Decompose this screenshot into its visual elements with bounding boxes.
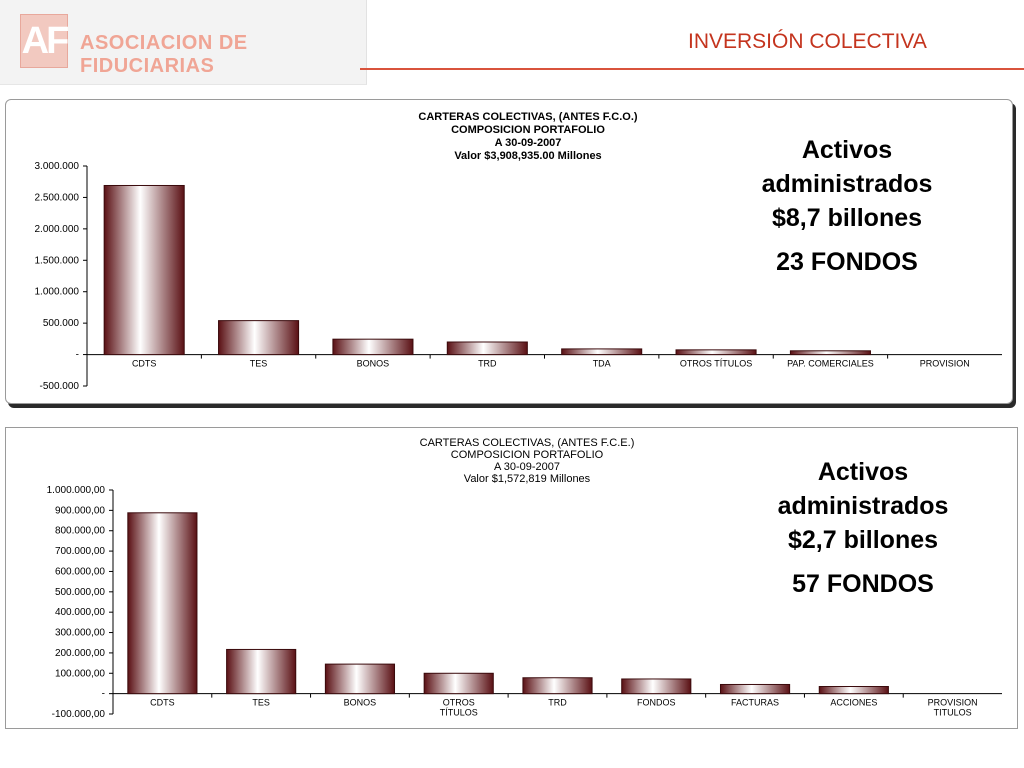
y-tick-label: 1.500.000	[35, 255, 80, 266]
assets-note-line2: administrados	[777, 492, 949, 520]
x-tick-label: PROVISION	[920, 359, 970, 369]
x-tick-label: OTROS	[443, 698, 475, 708]
bar	[446, 341, 528, 356]
chart-title-line: Valor $1,572,819 Millones	[464, 473, 591, 485]
y-tick-label: 2.500.000	[35, 192, 80, 203]
x-tick-label: PAP. COMERCIALES	[787, 359, 874, 369]
y-tick-label: 900.000,00	[55, 505, 105, 516]
x-tick-label: ACCIONES	[830, 698, 877, 708]
y-tick-label: 3.000.000	[35, 161, 80, 172]
x-tick-label: FONDOS	[637, 698, 676, 708]
funds-count: 23 FONDOS	[776, 248, 918, 276]
assets-note-fco: Activos administrados $8,7 billones 23 F…	[737, 133, 957, 279]
y-tick-label: -	[76, 350, 79, 361]
chart-title-line: CARTERAS COLECTIVAS, (ANTES F.C.O.)	[418, 111, 638, 123]
assets-note-amount: $2,7 billones	[787, 526, 939, 554]
y-tick-label: 200.000,00	[55, 648, 105, 659]
x-tick-label: TRD	[478, 359, 497, 369]
chart-title-line: A 30-09-2007	[495, 137, 562, 149]
y-tick-label: -500.000	[40, 381, 80, 392]
chart-title-line: A 30-09-2007	[494, 461, 560, 473]
y-tick-label: 500.000	[43, 318, 80, 329]
logo: AF ASOCIACION DE FIDUCIARIAS	[0, 0, 367, 85]
chart-panel-fce: CARTERAS COLECTIVAS, (ANTES F.C.E.) COMPO…	[5, 427, 1018, 729]
bar	[789, 350, 871, 356]
logo-mark: AF	[20, 14, 69, 68]
chart-title: CARTERAS COLECTIVAS, (ANTES F.C.E.)COMPO…	[420, 437, 635, 485]
funds-count: 57 FONDOS	[792, 570, 934, 598]
bar	[719, 683, 791, 695]
y-tick-label: 300.000,00	[55, 628, 105, 639]
bar	[218, 320, 300, 356]
header-divider	[360, 68, 1024, 70]
y-tick-label: 800.000,00	[55, 526, 105, 537]
chart-title-line: CARTERAS COLECTIVAS, (ANTES F.C.E.)	[420, 437, 635, 449]
bar	[621, 678, 692, 695]
y-tick-label: 100.000,00	[55, 668, 105, 679]
assets-note-line1: Activos	[817, 458, 909, 486]
bar	[103, 184, 185, 356]
y-tick-label: 700.000,00	[55, 546, 105, 557]
y-tick-label: 2.000.000	[35, 224, 80, 235]
y-tick-label: 1.000.000,00	[47, 485, 106, 496]
x-tick-label: BONOS	[357, 359, 390, 369]
x-tick-label: BONOS	[344, 698, 377, 708]
page-title: INVERSIÓN COLECTIVA	[688, 30, 927, 53]
bar	[675, 349, 757, 356]
x-tick-label: FACTURAS	[731, 698, 779, 708]
x-tick-label: CDTS	[132, 359, 157, 369]
y-tick-label: -	[102, 689, 105, 700]
assets-note-line2: administrados	[761, 170, 933, 198]
assets-note-amount: $8,7 billones	[771, 204, 923, 232]
bar-chart-fco: CARTERAS COLECTIVAS, (ANTES F.C.O.)COMPO…	[35, 111, 1002, 392]
bar	[332, 338, 414, 356]
x-tick-label: TDA	[593, 359, 611, 369]
chart-title-line: COMPOSICION PORTAFOLIO	[451, 449, 604, 461]
bar	[226, 648, 297, 695]
x-tick-label: CDTS	[150, 698, 175, 708]
x-tick-label: TÍTULOS	[440, 708, 478, 718]
bar	[818, 686, 889, 695]
chart-title-line: COMPOSICION PORTAFOLIO	[451, 124, 605, 136]
chart-title-line: Valor $3,908,935.00 Millones	[454, 150, 601, 162]
x-tick-label: TITULOS	[934, 708, 972, 718]
x-tick-label: TES	[252, 698, 270, 708]
assets-note-line1: Activos	[801, 136, 893, 164]
bar	[522, 677, 593, 695]
bar	[127, 512, 198, 695]
bar-chart-fce: CARTERAS COLECTIVAS, (ANTES F.C.E.)COMPO…	[47, 437, 1002, 720]
x-tick-label: TES	[250, 359, 268, 369]
bar	[324, 663, 396, 695]
y-tick-label: 400.000,00	[55, 607, 105, 618]
y-tick-label: 1.000.000	[35, 287, 80, 298]
x-tick-label: OTROS TÍTULOS	[680, 359, 752, 369]
bar	[561, 348, 643, 356]
assets-note-fce: Activos administrados $2,7 billones 57 F…	[753, 455, 973, 601]
chart-panel-fco: CARTERAS COLECTIVAS, (ANTES F.C.O.) COMPO…	[5, 99, 1013, 404]
y-tick-label: 500.000,00	[55, 587, 105, 598]
chart-title: CARTERAS COLECTIVAS, (ANTES F.C.O.)COMPO…	[418, 111, 638, 162]
y-tick-label: -100.000,00	[52, 709, 106, 720]
y-tick-label: 600.000,00	[55, 566, 105, 577]
x-tick-label: TRD	[548, 698, 567, 708]
x-tick-label: PROVISION	[928, 698, 978, 708]
bar	[423, 672, 494, 695]
logo-text: ASOCIACION DE FIDUCIARIAS	[80, 32, 248, 77]
